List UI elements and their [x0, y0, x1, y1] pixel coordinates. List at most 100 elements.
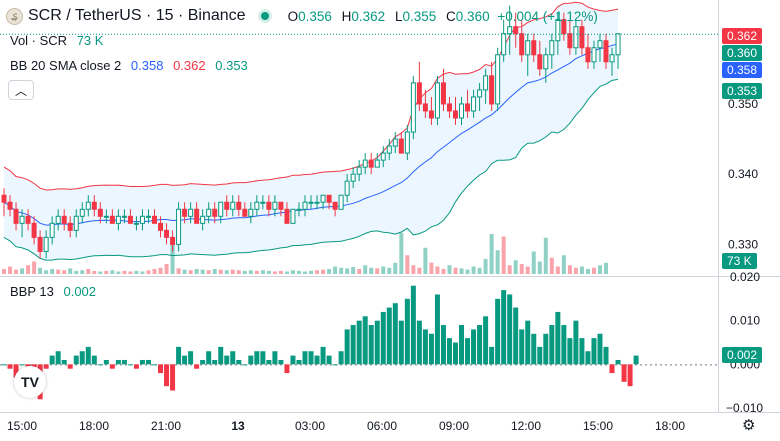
bbp-bar — [627, 364, 633, 387]
bbp-bar — [507, 294, 513, 365]
volume-bar — [381, 266, 386, 274]
time-tick-label: 06:00 — [367, 419, 397, 433]
gear-icon[interactable]: ⚙ — [742, 417, 756, 434]
bbp-bar — [97, 364, 103, 366]
volume-bar — [218, 269, 223, 274]
candle-body — [139, 215, 145, 224]
bbp-bar — [446, 338, 452, 365]
bbp-bar — [489, 346, 495, 365]
candle-body — [543, 54, 549, 70]
bbp-tick-label: 0.010 — [730, 314, 760, 328]
volume-bar — [164, 264, 169, 274]
bbp-bar — [477, 325, 483, 365]
bbp-bar — [79, 351, 85, 365]
ohlc-open-key: O — [287, 8, 299, 24]
volume-bar — [363, 265, 368, 274]
ohlc-values: O0.356 H0.362 L0.355 C0.360 +0.004 (+1.1… — [282, 9, 598, 24]
volume-bar — [321, 269, 326, 274]
volume-bar — [327, 269, 332, 274]
candle-body — [404, 131, 410, 154]
candle-body — [272, 201, 278, 210]
volume-bar — [206, 270, 211, 274]
bbp-bar — [308, 351, 314, 365]
candle-body — [236, 201, 242, 210]
chevron-up-icon: ︿ — [14, 83, 27, 98]
volume-bar — [309, 270, 314, 274]
volume-bar — [188, 270, 193, 274]
bbp-bar — [356, 320, 362, 365]
candle-body — [158, 222, 164, 231]
candle-body — [440, 82, 446, 105]
candle-body — [25, 215, 31, 224]
bbp-bar — [170, 364, 176, 391]
bbp-bar — [127, 364, 133, 366]
bbp-bar — [603, 346, 609, 365]
candle-body — [428, 110, 434, 119]
bbp-bar — [495, 298, 501, 365]
candle-body — [115, 215, 121, 224]
volume-legend[interactable]: Vol · SCR 73 K — [10, 33, 103, 48]
candle-body — [459, 103, 465, 119]
volume-bar — [501, 236, 506, 274]
volume-bar — [146, 270, 151, 274]
bbp-bar — [543, 333, 549, 365]
time-tick-label: 13 — [231, 419, 245, 433]
candle-body — [230, 201, 236, 210]
bbp-bar — [404, 298, 410, 365]
bbp-bar — [416, 320, 422, 365]
candle-body — [392, 138, 398, 147]
bb-legend[interactable]: BB 20 SMA close 2 0.358 0.362 0.353 — [10, 58, 248, 73]
bbp-bar — [621, 364, 627, 382]
volume-bar — [98, 271, 103, 274]
bbp-tick-label: 0.020 — [730, 270, 760, 284]
volume-bar — [459, 268, 464, 274]
volume-bar — [296, 270, 301, 274]
bbp-bar — [290, 355, 296, 365]
bbp-bar — [1, 364, 7, 366]
candle-body — [555, 19, 561, 42]
candle-body — [85, 201, 91, 210]
volume-bar — [194, 269, 199, 274]
bbp-bar — [380, 311, 386, 365]
candle-body — [326, 194, 332, 203]
tradingview-logo[interactable]: TV — [14, 366, 46, 398]
volume-bar — [236, 270, 241, 274]
volume-legend-value: 73 K — [76, 33, 104, 48]
candle-body — [49, 222, 55, 238]
bbp-bar — [176, 346, 182, 365]
volume-bar — [567, 265, 572, 274]
candle-body — [133, 222, 139, 225]
ohlc-low: 0.355 — [402, 8, 437, 24]
bbp-bar — [453, 342, 458, 365]
bbp-bar — [609, 364, 615, 374]
bbp-bar — [615, 359, 621, 365]
symbol-title[interactable]: SCR / TetherUS · 15 · Binance — [28, 7, 246, 24]
time-tick-label: 15:00 — [7, 419, 37, 433]
volume-bar — [447, 265, 452, 274]
candle-body — [176, 208, 182, 245]
bollinger-band-fill — [4, 2, 618, 261]
bbp-bar — [103, 359, 109, 365]
bbp-bar — [561, 325, 567, 365]
bbp-bar — [218, 346, 224, 365]
volume-bar — [399, 232, 404, 274]
bbp-bar — [272, 351, 278, 365]
legend-collapse-button[interactable]: ︿ — [8, 80, 34, 100]
volume-legend-label: Vol · SCR — [10, 33, 68, 48]
volume-bar — [92, 270, 97, 274]
candle-body — [549, 40, 555, 56]
candle-body — [121, 215, 127, 218]
volume-bar — [20, 268, 25, 274]
ohlc-close: 0.360 — [455, 8, 490, 24]
bbp-legend[interactable]: BBP 13 0.002 — [10, 284, 96, 299]
bbp-bar — [19, 364, 25, 366]
volume-bar — [507, 265, 512, 274]
symbol-icon[interactable]: ₷ — [6, 7, 23, 25]
bbp-bar — [145, 359, 151, 365]
volume-bar — [345, 268, 350, 274]
bbp-bar — [350, 325, 356, 365]
volume-bar — [573, 267, 578, 274]
volume-bar — [158, 267, 163, 274]
volume-bar — [110, 270, 115, 274]
